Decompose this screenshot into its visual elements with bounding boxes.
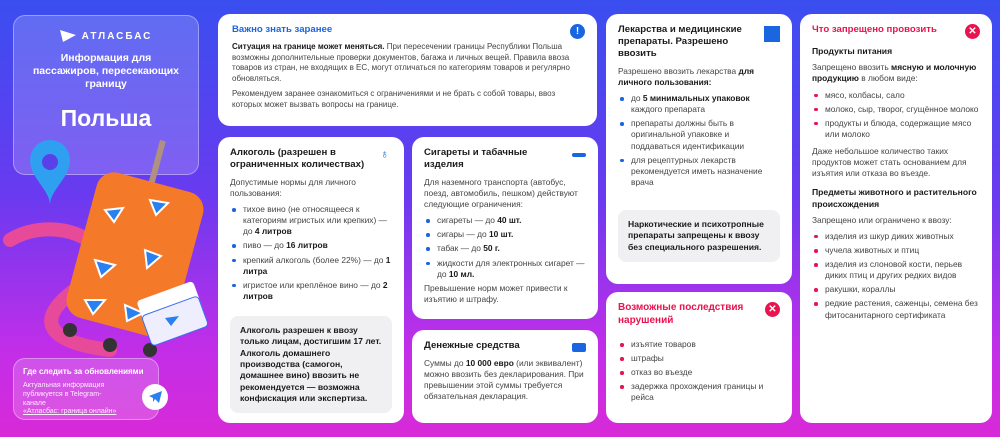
- list-item: штрафы: [618, 353, 780, 364]
- money-title: Денежные средства: [424, 340, 520, 351]
- forbidden-title: Что запрещено провозить: [812, 24, 937, 35]
- food-intro: Запрещено ввозить мясную и молочную прод…: [812, 62, 977, 84]
- updates-panel: Где следить за обновлениями Актуальная и…: [13, 358, 159, 420]
- alcohol-note: Алкоголь разрешен к ввозу только лицам, …: [230, 315, 392, 414]
- consequences-title: Возможные последствия нарушений: [618, 302, 744, 326]
- alcohol-card: Алкоголь (разрешен в ограниченных количе…: [218, 137, 404, 423]
- list-item: продукты и блюда, содержащие мясо или мо…: [812, 118, 980, 140]
- important-title: Важно знать заранее: [232, 24, 333, 35]
- suitcase-illustration: [3, 140, 209, 357]
- meds-title: Лекарства и медицинские препараты. Разре…: [618, 24, 742, 59]
- consequences-list: изъятие товаров штрафы отказ во въезде з…: [618, 339, 780, 403]
- list-item: изделия из шкур диких животных: [812, 231, 980, 242]
- list-item: жидкости для электронных сигарет — до 10…: [424, 258, 586, 280]
- close-circle-icon: ✕: [765, 302, 780, 317]
- brand-logo: АТЛАСБАС: [14, 30, 198, 42]
- ticket-icon: [137, 281, 209, 346]
- meds-intro: Разрешено ввозить лекарства для личного …: [618, 65, 755, 88]
- list-item: крепкий алкоголь (более 22%) — до 1 литр…: [230, 255, 392, 277]
- list-item: редкие растения, саженцы, семена без фит…: [812, 298, 980, 320]
- money-text: Суммы до 10 000 евро (или эквивалент) мо…: [424, 357, 584, 402]
- updates-text: Актуальная информация публикуется в Tele…: [23, 382, 105, 407]
- tobacco-outro: Превышение норм может привести к изъятию…: [424, 282, 568, 304]
- telegram-button[interactable]: [142, 384, 168, 410]
- food-note: Даже небольшое количество таких продукто…: [812, 145, 967, 179]
- tobacco-title: Сигареты и табачные изделия: [424, 147, 528, 170]
- tobacco-card: Сигареты и табачные изделия Для наземног…: [412, 137, 598, 319]
- close-circle-icon: ✕: [965, 24, 980, 39]
- country-title: Польша: [60, 105, 152, 132]
- food-list: мясо, колбасы, сало молоко, сыр, творог,…: [812, 90, 980, 140]
- list-item: задержка прохождения границы и рейса: [618, 381, 780, 403]
- list-item: мясо, колбасы, сало: [812, 90, 980, 101]
- animal-title: Предметы животного и растительного проис…: [812, 187, 977, 209]
- list-item: отказ во въезде: [618, 367, 780, 378]
- meds-list: до 5 минимальных упаковок каждого препар…: [618, 93, 780, 188]
- list-item: сигареты — до 40 шт.: [424, 215, 586, 226]
- animal-intro: Запрещено или ограничено к ввозу:: [812, 214, 952, 225]
- list-item: молоко, сыр, творог, сгущённое молоко: [812, 104, 980, 115]
- list-item: до 5 минимальных упаковок каждого препар…: [618, 93, 780, 115]
- cigarette-icon: [571, 147, 586, 162]
- list-item: игристое или креплёное вино — до 2 литро…: [230, 280, 392, 302]
- exclamation-icon: !: [570, 24, 585, 39]
- meds-card: Лекарства и медицинские препараты. Разре…: [606, 14, 792, 284]
- important-text: Ситуация на границе может меняться. При …: [232, 41, 570, 83]
- list-item: пиво — до 16 литров: [230, 240, 392, 251]
- list-item: чучела животных и птиц: [812, 245, 980, 256]
- animal-list: изделия из шкур диких животных чучела жи…: [812, 231, 980, 321]
- square-icon: [764, 26, 780, 42]
- list-item: табак — до 50 г.: [424, 243, 586, 254]
- map-pin-icon: [30, 140, 70, 205]
- alcohol-intro: Допустимые нормы для личного пользования…: [230, 176, 356, 199]
- glasses-icon: ♁: [380, 146, 389, 161]
- list-item: изъятие товаров: [618, 339, 780, 350]
- consequences-card: Возможные последствия нарушений ✕ изъяти…: [606, 292, 792, 423]
- food-title: Продукты питания: [812, 45, 893, 56]
- important-recommendation: Рекомендуем заранее ознакомиться с огран…: [232, 89, 556, 109]
- money-card: Денежные средства Суммы до 10 000 евро (…: [412, 330, 598, 423]
- logo-icon: [59, 30, 76, 42]
- alcohol-title: Алкоголь (разрешен в ограниченных количе…: [230, 147, 365, 170]
- alcohol-list: тихое вино (не относящееся к категориям …: [230, 204, 392, 302]
- meds-note: Наркотические и психотропные препараты з…: [618, 209, 780, 262]
- important-card: Важно знать заранее ! Ситуация на границ…: [218, 14, 597, 126]
- list-item: тихое вино (не относящееся к категориям …: [230, 204, 392, 237]
- updates-title: Где следить за обновлениями: [23, 367, 144, 376]
- forbidden-card: Что запрещено провозить ✕ Продукты питан…: [800, 14, 992, 423]
- brand-subtitle: Информация для пассажиров, пересекающих …: [32, 52, 180, 91]
- list-item: ракушки, кораллы: [812, 284, 980, 295]
- brand-name: АТЛАСБАС: [81, 30, 153, 42]
- list-item: сигары — до 10 шт.: [424, 229, 586, 240]
- telegram-channel-link[interactable]: «Атласбас: граница онлайн»: [23, 408, 117, 416]
- tobacco-list: сигареты — до 40 шт. сигары — до 10 шт. …: [424, 215, 586, 279]
- telegram-icon: [148, 391, 162, 403]
- tobacco-intro: Для наземного транспорта (автобус, поезд…: [424, 176, 578, 210]
- list-item: для рецептурных лекарств рекомендуется и…: [618, 155, 780, 188]
- banknote-icon: [571, 340, 586, 355]
- list-item: препараты должны быть в оригинальной упа…: [618, 118, 780, 151]
- list-item: изделия из слоновой кости, перьев диких …: [812, 259, 980, 281]
